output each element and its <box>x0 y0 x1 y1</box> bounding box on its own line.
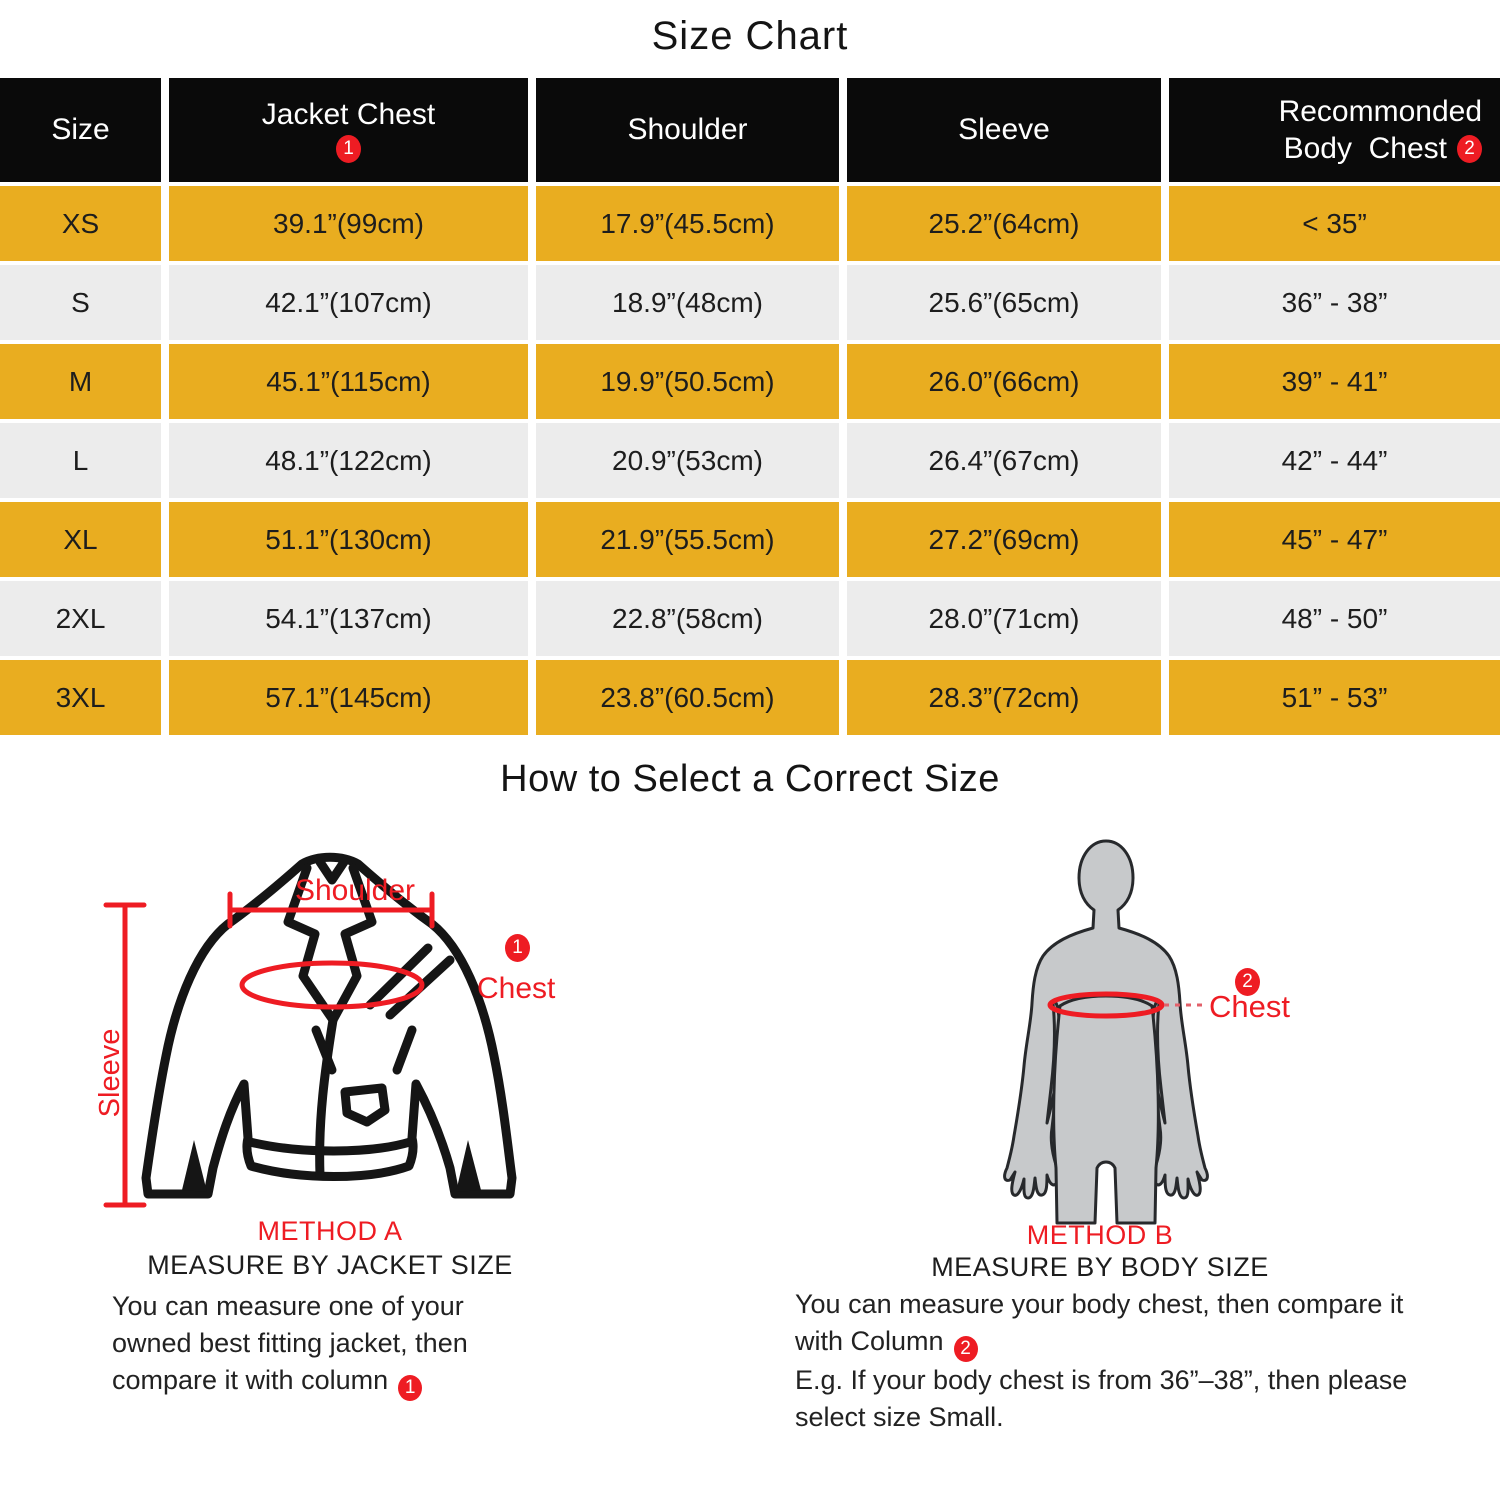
table-row-xl: XL 51.1”(130cm) 21.9”(55.5cm) 27.2”(69cm… <box>0 502 1500 577</box>
column-header-size: Size <box>0 78 161 182</box>
cell-size: XL <box>0 502 161 577</box>
cell-shoulder: 20.9”(53cm) <box>536 423 839 498</box>
body-chest-measure-ellipse <box>1047 991 1165 1019</box>
cell-sleeve: 26.0”(66cm) <box>847 344 1161 419</box>
cell-jacket-chest: 51.1”(130cm) <box>169 502 528 577</box>
table-row-xs: XS 39.1”(99cm) 17.9”(45.5cm) 25.2”(64cm)… <box>0 186 1500 261</box>
size-table: Size Jacket Chest 1 Shoulder Sleeve Reco… <box>0 78 1500 735</box>
cell-body-chest: 42” - 44” <box>1169 423 1500 498</box>
column-header-jacket-chest: Jacket Chest 1 <box>169 78 528 182</box>
column-header-shoulder: Shoulder <box>536 78 839 182</box>
method-b-name: METHOD B <box>1026 1220 1174 1250</box>
method-b-description-badge: 2 <box>953 1335 978 1362</box>
cell-shoulder: 21.9”(55.5cm) <box>536 502 839 577</box>
cell-shoulder: 23.8”(60.5cm) <box>536 660 839 735</box>
cell-jacket-chest: 39.1”(99cm) <box>169 186 528 261</box>
cell-jacket-chest: 48.1”(122cm) <box>169 423 528 498</box>
cell-size: 3XL <box>0 660 161 735</box>
method-a-name: METHOD A <box>257 1216 403 1246</box>
left-cuff-slit <box>182 1140 207 1192</box>
cell-size: 2XL <box>0 581 161 656</box>
page-title: Size Chart <box>651 14 849 58</box>
cell-jacket-chest: 57.1”(145cm) <box>169 660 528 735</box>
table-row-l: L 48.1”(122cm) 20.9”(53cm) 26.4”(67cm) 4… <box>0 423 1500 498</box>
method-a-description: You can measure one of your owned best f… <box>112 1288 512 1401</box>
body-chest-annotation-label: Chest <box>1209 989 1290 1024</box>
cell-shoulder: 17.9”(45.5cm) <box>536 186 839 261</box>
body-measure-annotations <box>1047 991 1204 1019</box>
cell-sleeve: 28.3”(72cm) <box>847 660 1161 735</box>
column-1-badge: 1 <box>336 134 361 163</box>
method-b-description: You can measure your body chest, then co… <box>795 1289 1408 1432</box>
cell-shoulder: 18.9”(48cm) <box>536 265 839 340</box>
table-row-2xl: 2XL 54.1”(137cm) 22.8”(58cm) 28.0”(71cm)… <box>0 581 1500 656</box>
cell-sleeve: 28.0”(71cm) <box>847 581 1161 656</box>
cell-jacket-chest: 54.1”(137cm) <box>169 581 528 656</box>
cell-sleeve: 27.2”(69cm) <box>847 502 1161 577</box>
table-row-s: S 42.1”(107cm) 18.9”(48cm) 25.6”(65cm) 3… <box>0 265 1500 340</box>
table-header-row: Size Jacket Chest 1 Shoulder Sleeve Reco… <box>0 78 1500 182</box>
sleeve-annotation-label: Sleeve <box>93 1028 126 1118</box>
jacket-chest-annotation-label: Chest <box>477 972 556 1005</box>
right-cuff-slit <box>456 1140 481 1192</box>
jacket-chest-measure-ellipse <box>239 960 425 1010</box>
body-chest-badge: 2 <box>1235 968 1260 996</box>
cell-sleeve: 25.6”(65cm) <box>847 265 1161 340</box>
cell-body-chest: < 35” <box>1169 186 1500 261</box>
cell-body-chest: 39” - 41” <box>1169 344 1500 419</box>
table-row-3xl: 3XL 57.1”(145cm) 23.8”(60.5cm) 28.3”(72c… <box>0 660 1500 735</box>
cell-sleeve: 26.4”(67cm) <box>847 423 1161 498</box>
method-b-example: E.g. If your body chest is from 36”–38”,… <box>795 1364 1408 1432</box>
cell-size: M <box>0 344 161 419</box>
cell-size: S <box>0 265 161 340</box>
method-b-subtitle: MEASURE BY BODY SIZE <box>931 1252 1269 1282</box>
cell-shoulder: 22.8”(58cm) <box>536 581 839 656</box>
howto-title: How to Select a Correct Size <box>500 758 1000 800</box>
cell-shoulder: 19.9”(50.5cm) <box>536 344 839 419</box>
cell-body-chest: 36” - 38” <box>1169 265 1500 340</box>
column-2-badge: 2 <box>1457 134 1482 163</box>
cell-jacket-chest: 42.1”(107cm) <box>169 265 528 340</box>
cell-jacket-chest: 45.1”(115cm) <box>169 344 528 419</box>
method-b-figure: 2 Chest METHOD B MEASURE BY BODY SIZE Yo… <box>780 830 1440 1490</box>
cell-body-chest: 48” - 50” <box>1169 581 1500 656</box>
table-row-m: M 45.1”(115cm) 19.9”(50.5cm) 26.0”(66cm)… <box>0 344 1500 419</box>
column-header-sleeve: Sleeve <box>847 78 1161 182</box>
jacket-illustration <box>103 852 517 1208</box>
cell-body-chest: 45” - 47” <box>1169 502 1500 577</box>
shoulder-annotation-label: Shoulder <box>294 874 416 907</box>
cell-sleeve: 25.2”(64cm) <box>847 186 1161 261</box>
method-a-figure: Shoulder Sleeve 1 Chest METHOD A MEASURE… <box>60 830 680 1490</box>
method-a-description-badge: 1 <box>398 1374 423 1401</box>
body-silhouette-illustration <box>1003 839 1209 1225</box>
cell-body-chest: 51” - 53” <box>1169 660 1500 735</box>
cell-size: XS <box>0 186 161 261</box>
column-header-body-chest: Recommonded Body Chest 2 <box>1169 78 1500 182</box>
method-a-subtitle: MEASURE BY JACKET SIZE <box>147 1250 513 1280</box>
jacket-chest-badge: 1 <box>505 934 530 962</box>
cell-size: L <box>0 423 161 498</box>
